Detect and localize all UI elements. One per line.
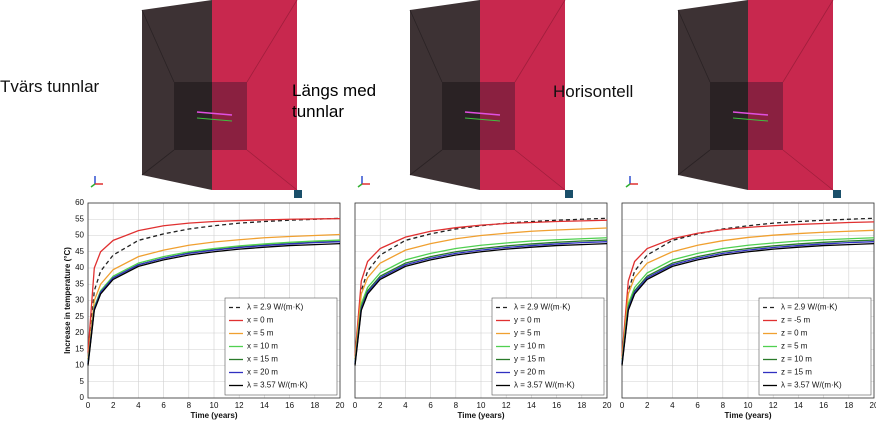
x-tick-label: 2 (378, 401, 383, 410)
x-tick-label: 18 (577, 401, 586, 410)
legend-label: z = 5 m (781, 342, 808, 351)
x-tick-label: 6 (428, 401, 433, 410)
y-tick-label: 30 (75, 296, 84, 305)
x-tick-label: 4 (670, 401, 675, 410)
x-tick-label: 16 (285, 401, 294, 410)
y-tick-label: 50 (75, 231, 84, 240)
chart: 0 2 4 6 8 10 12 14 16 18 20 Time (years) λ = 2.9 W/(… (620, 203, 876, 420)
panel-label: Tvärs tunnlar (0, 77, 100, 96)
panel-label: Horisontell (553, 82, 633, 101)
x-tick-label: 0 (353, 401, 358, 410)
x-tick-label: 10 (744, 401, 753, 410)
y-tick-label: 55 (75, 214, 84, 223)
x-tick-label: 20 (870, 401, 876, 410)
x-tick-label: 4 (403, 401, 408, 410)
figure: Tvärs tunnlar Längs med tunnlar Horisont… (0, 0, 876, 421)
y-axis-label: Increase in temperature (°C) (63, 247, 72, 354)
x-tick-label: 16 (819, 401, 828, 410)
chart: 0 2 4 6 8 10 12 14 16 18 20 Time (years) λ = 2.9 W/(… (353, 203, 612, 420)
y-tick-label: 60 (75, 198, 84, 207)
x-tick-label: 14 (794, 401, 803, 410)
y-tick-label: 15 (75, 344, 84, 353)
legend-label: x = 10 m (247, 342, 278, 351)
legend-label: z = 10 m (781, 355, 812, 364)
legend-label: λ = 2.9 W/(m·K) (781, 303, 838, 312)
x-tick-label: 4 (136, 401, 141, 410)
x-tick-label: 6 (695, 401, 700, 410)
legend-label: z = 0 m (781, 329, 808, 338)
y-tick-label: 5 (80, 377, 85, 386)
legend-label: λ = 3.57 W/(m·K) (514, 381, 575, 390)
x-tick-label: 0 (86, 401, 91, 410)
x-axis-label: Time (years) (458, 411, 505, 420)
y-tick-label: 45 (75, 247, 84, 256)
x-tick-label: 16 (552, 401, 561, 410)
x-tick-label: 14 (527, 401, 536, 410)
y-tick-label: 20 (75, 328, 84, 337)
x-tick-label: 2 (111, 401, 116, 410)
legend-label: λ = 3.57 W/(m·K) (247, 381, 308, 390)
x-tick-label: 12 (769, 401, 778, 410)
legend-label: λ = 2.9 W/(m·K) (514, 303, 571, 312)
legend-label: x = 0 m (247, 316, 274, 325)
panel-label-box: Längs med tunnlar (292, 80, 392, 130)
y-tick-label: 25 (75, 312, 84, 321)
legend-label: x = 20 m (247, 368, 278, 377)
x-axis-label: Time (years) (725, 411, 772, 420)
legend-label: y = 10 m (514, 342, 545, 351)
x-tick-label: 2 (645, 401, 650, 410)
x-tick-label: 8 (721, 401, 726, 410)
legend-label: x = 5 m (247, 329, 274, 338)
x-tick-label: 12 (235, 401, 244, 410)
render-3 (626, 0, 841, 198)
legend-label: y = 15 m (514, 355, 545, 364)
render-1 (91, 0, 302, 198)
y-tick-label: 0 (80, 393, 85, 402)
x-tick-label: 20 (603, 401, 612, 410)
legend-label: x = 15 m (247, 355, 278, 364)
x-tick-label: 6 (161, 401, 166, 410)
x-tick-label: 12 (502, 401, 511, 410)
x-tick-label: 18 (844, 401, 853, 410)
legend-label: λ = 2.9 W/(m·K) (247, 303, 304, 312)
x-tick-label: 0 (620, 401, 625, 410)
y-tick-label: 35 (75, 279, 84, 288)
x-tick-label: 18 (310, 401, 319, 410)
x-tick-label: 14 (260, 401, 269, 410)
x-tick-label: 10 (210, 401, 219, 410)
legend-label: z = -5 m (781, 316, 810, 325)
panel-label: Längs med tunnlar (292, 80, 392, 122)
y-tick-label: 10 (75, 361, 84, 370)
legend-label: y = 0 m (514, 316, 541, 325)
legend-label: λ = 3.57 W/(m·K) (781, 381, 842, 390)
legend-label: z = 15 m (781, 368, 812, 377)
x-tick-label: 20 (336, 401, 345, 410)
legend-label: y = 5 m (514, 329, 541, 338)
x-tick-label: 8 (187, 401, 192, 410)
chart: 0 5 10 15 20 25 30 35 40 45 50 55 60 0 2 4 6 8 10 12 14 16 18 2… (63, 198, 345, 420)
x-tick-label: 8 (454, 401, 459, 410)
y-tick-label: 40 (75, 263, 84, 272)
x-axis-label: Time (years) (191, 411, 238, 420)
x-tick-label: 10 (477, 401, 486, 410)
legend-label: y = 20 m (514, 368, 545, 377)
